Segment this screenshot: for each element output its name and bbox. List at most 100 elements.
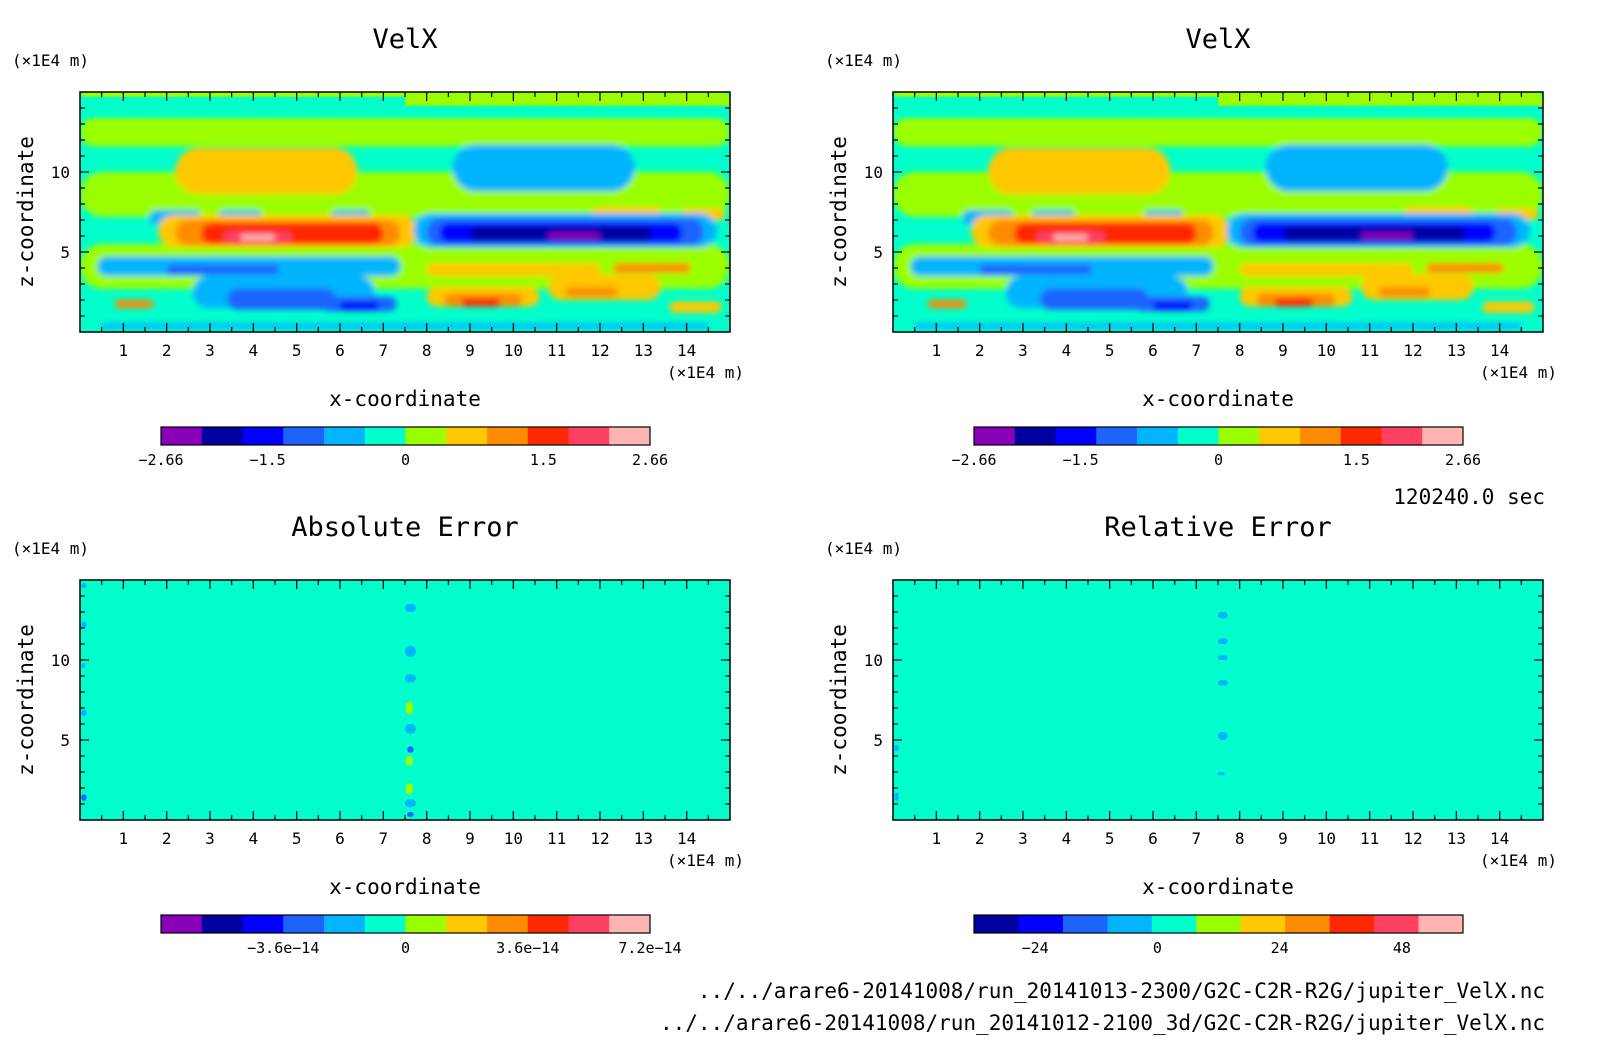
colorbar-label: 1.5 (530, 451, 557, 469)
heatmap-field (80, 92, 730, 332)
heatmap-cell (1153, 301, 1192, 310)
colorbar-cell (1240, 915, 1286, 933)
x-tick-label: 4 (249, 829, 259, 848)
y-axis-label: z-coordinate (827, 136, 851, 288)
x-tick-label: 10 (1317, 341, 1336, 360)
x-tick-label: 12 (590, 341, 609, 360)
x-tick-label: 6 (1148, 341, 1158, 360)
colorbar-cell (1062, 915, 1108, 933)
heatmap-cell (405, 96, 730, 106)
x-tick-label: 9 (465, 341, 475, 360)
x-tick-label: 14 (677, 829, 696, 848)
colorbar-cell (1259, 427, 1301, 445)
x-tick-label: 14 (1490, 829, 1509, 848)
y-tick-label: 5 (60, 243, 70, 262)
colorbar-cell (324, 427, 366, 445)
x-tick-label: 3 (205, 829, 215, 848)
x-tick-label: 1 (119, 829, 129, 848)
heatmap-cell (175, 148, 358, 195)
heatmap-cell (893, 117, 1543, 147)
x-tick-label: 2 (162, 341, 172, 360)
y-axis-label: z-coordinate (827, 624, 851, 776)
heatmap-field (893, 580, 1543, 820)
colorbar-label: −1.5 (1063, 451, 1099, 469)
y-tick-label: 10 (51, 163, 70, 182)
heatmap-cell (1378, 287, 1431, 297)
y-axis-label: z-coordinate (14, 624, 38, 776)
x-unit-label: (×1E4 m) (667, 851, 744, 870)
colorbar-cell (364, 915, 406, 933)
heatmap-cell (407, 812, 414, 817)
heatmap-field (893, 92, 1543, 332)
heatmap-cell (893, 96, 1218, 106)
x-tick-label: 5 (292, 829, 302, 848)
colorbar-cell (1422, 427, 1464, 445)
y-unit-label: (×1E4 m) (825, 539, 902, 558)
colorbar-cell (1340, 427, 1382, 445)
colorbar-cell (201, 427, 243, 445)
y-unit-label: (×1E4 m) (12, 539, 89, 558)
x-tick-label: 8 (422, 341, 432, 360)
y-tick-label: 5 (873, 243, 883, 262)
colorbar-cell (1196, 915, 1242, 933)
colorbar-label: 24 (1271, 939, 1289, 957)
x-tick-label: 8 (1235, 829, 1245, 848)
colorbar-frame (160, 914, 651, 934)
x-tick-label: 11 (547, 341, 566, 360)
colorbar-cell (1374, 915, 1420, 933)
heatmap-cell (340, 301, 379, 310)
colorbar-cell (1107, 915, 1153, 933)
y-tick-label: 5 (873, 731, 883, 750)
colorbar-label: 0 (1214, 451, 1223, 469)
colorbar-cell (242, 427, 284, 445)
heatmap-cell (894, 792, 899, 801)
x-axis-label: x-coordinate (1142, 875, 1294, 899)
x-tick-label: 12 (1403, 829, 1422, 848)
x-tick-label: 9 (465, 829, 475, 848)
x-tick-label: 2 (975, 341, 985, 360)
heatmap-cell (114, 300, 154, 308)
colorbar-label: 1.5 (1343, 451, 1370, 469)
y-tick-label: 10 (51, 651, 70, 670)
heatmap-cell (1218, 732, 1228, 740)
x-tick-label: 7 (1192, 341, 1202, 360)
y-unit-label: (×1E4 m) (12, 51, 89, 70)
colorbar-cell (487, 427, 529, 445)
colorbar-label: −3.6e−14 (247, 939, 319, 957)
colorbar-cell (161, 915, 203, 933)
heatmap-cell (426, 263, 600, 276)
heatmap-cell (461, 298, 501, 307)
heatmap-cell (166, 264, 280, 275)
heatmap-cell (80, 102, 730, 117)
heatmap-background (893, 580, 1543, 820)
heatmap-cell (1239, 263, 1413, 276)
x-tick-label: 7 (379, 341, 389, 360)
heatmap-cell (1218, 772, 1225, 776)
heatmap-cell (1426, 263, 1504, 273)
heatmap-cell (894, 744, 899, 752)
heatmap-background (80, 580, 730, 820)
colorbar-label: 0 (1153, 939, 1162, 957)
colorbar-cell (487, 915, 529, 933)
heatmap-cell (613, 263, 691, 273)
x-axis-label: x-coordinate (1142, 387, 1294, 411)
x-tick-label: 11 (547, 829, 566, 848)
heatmap-cell (1218, 655, 1228, 660)
x-tick-label: 11 (1360, 341, 1379, 360)
heatmap-cell (1218, 96, 1543, 106)
colorbar-cell (1381, 427, 1423, 445)
time-label: 120240.0 sec (1393, 485, 1545, 509)
x-tick-label: 9 (1278, 829, 1288, 848)
colorbar-cell (1177, 427, 1219, 445)
x-tick-label: 1 (932, 829, 942, 848)
colorbar-label: −2.66 (138, 451, 183, 469)
heatmap-cell (81, 583, 87, 588)
colorbar-cell (405, 915, 447, 933)
chart-title: Absolute Error (291, 512, 519, 543)
chart-panel: VelX(×1E4 m)1 2 3 4 5 6 7 8 9 10 11 12 13 14510(×1E4 … (825, 24, 1557, 469)
colorbar-cell (974, 915, 1019, 933)
colorbar-label: 2.66 (1445, 451, 1481, 469)
x-tick-label: 13 (1447, 341, 1466, 360)
heatmap-cell (81, 794, 87, 801)
heatmap-cell (979, 264, 1093, 275)
